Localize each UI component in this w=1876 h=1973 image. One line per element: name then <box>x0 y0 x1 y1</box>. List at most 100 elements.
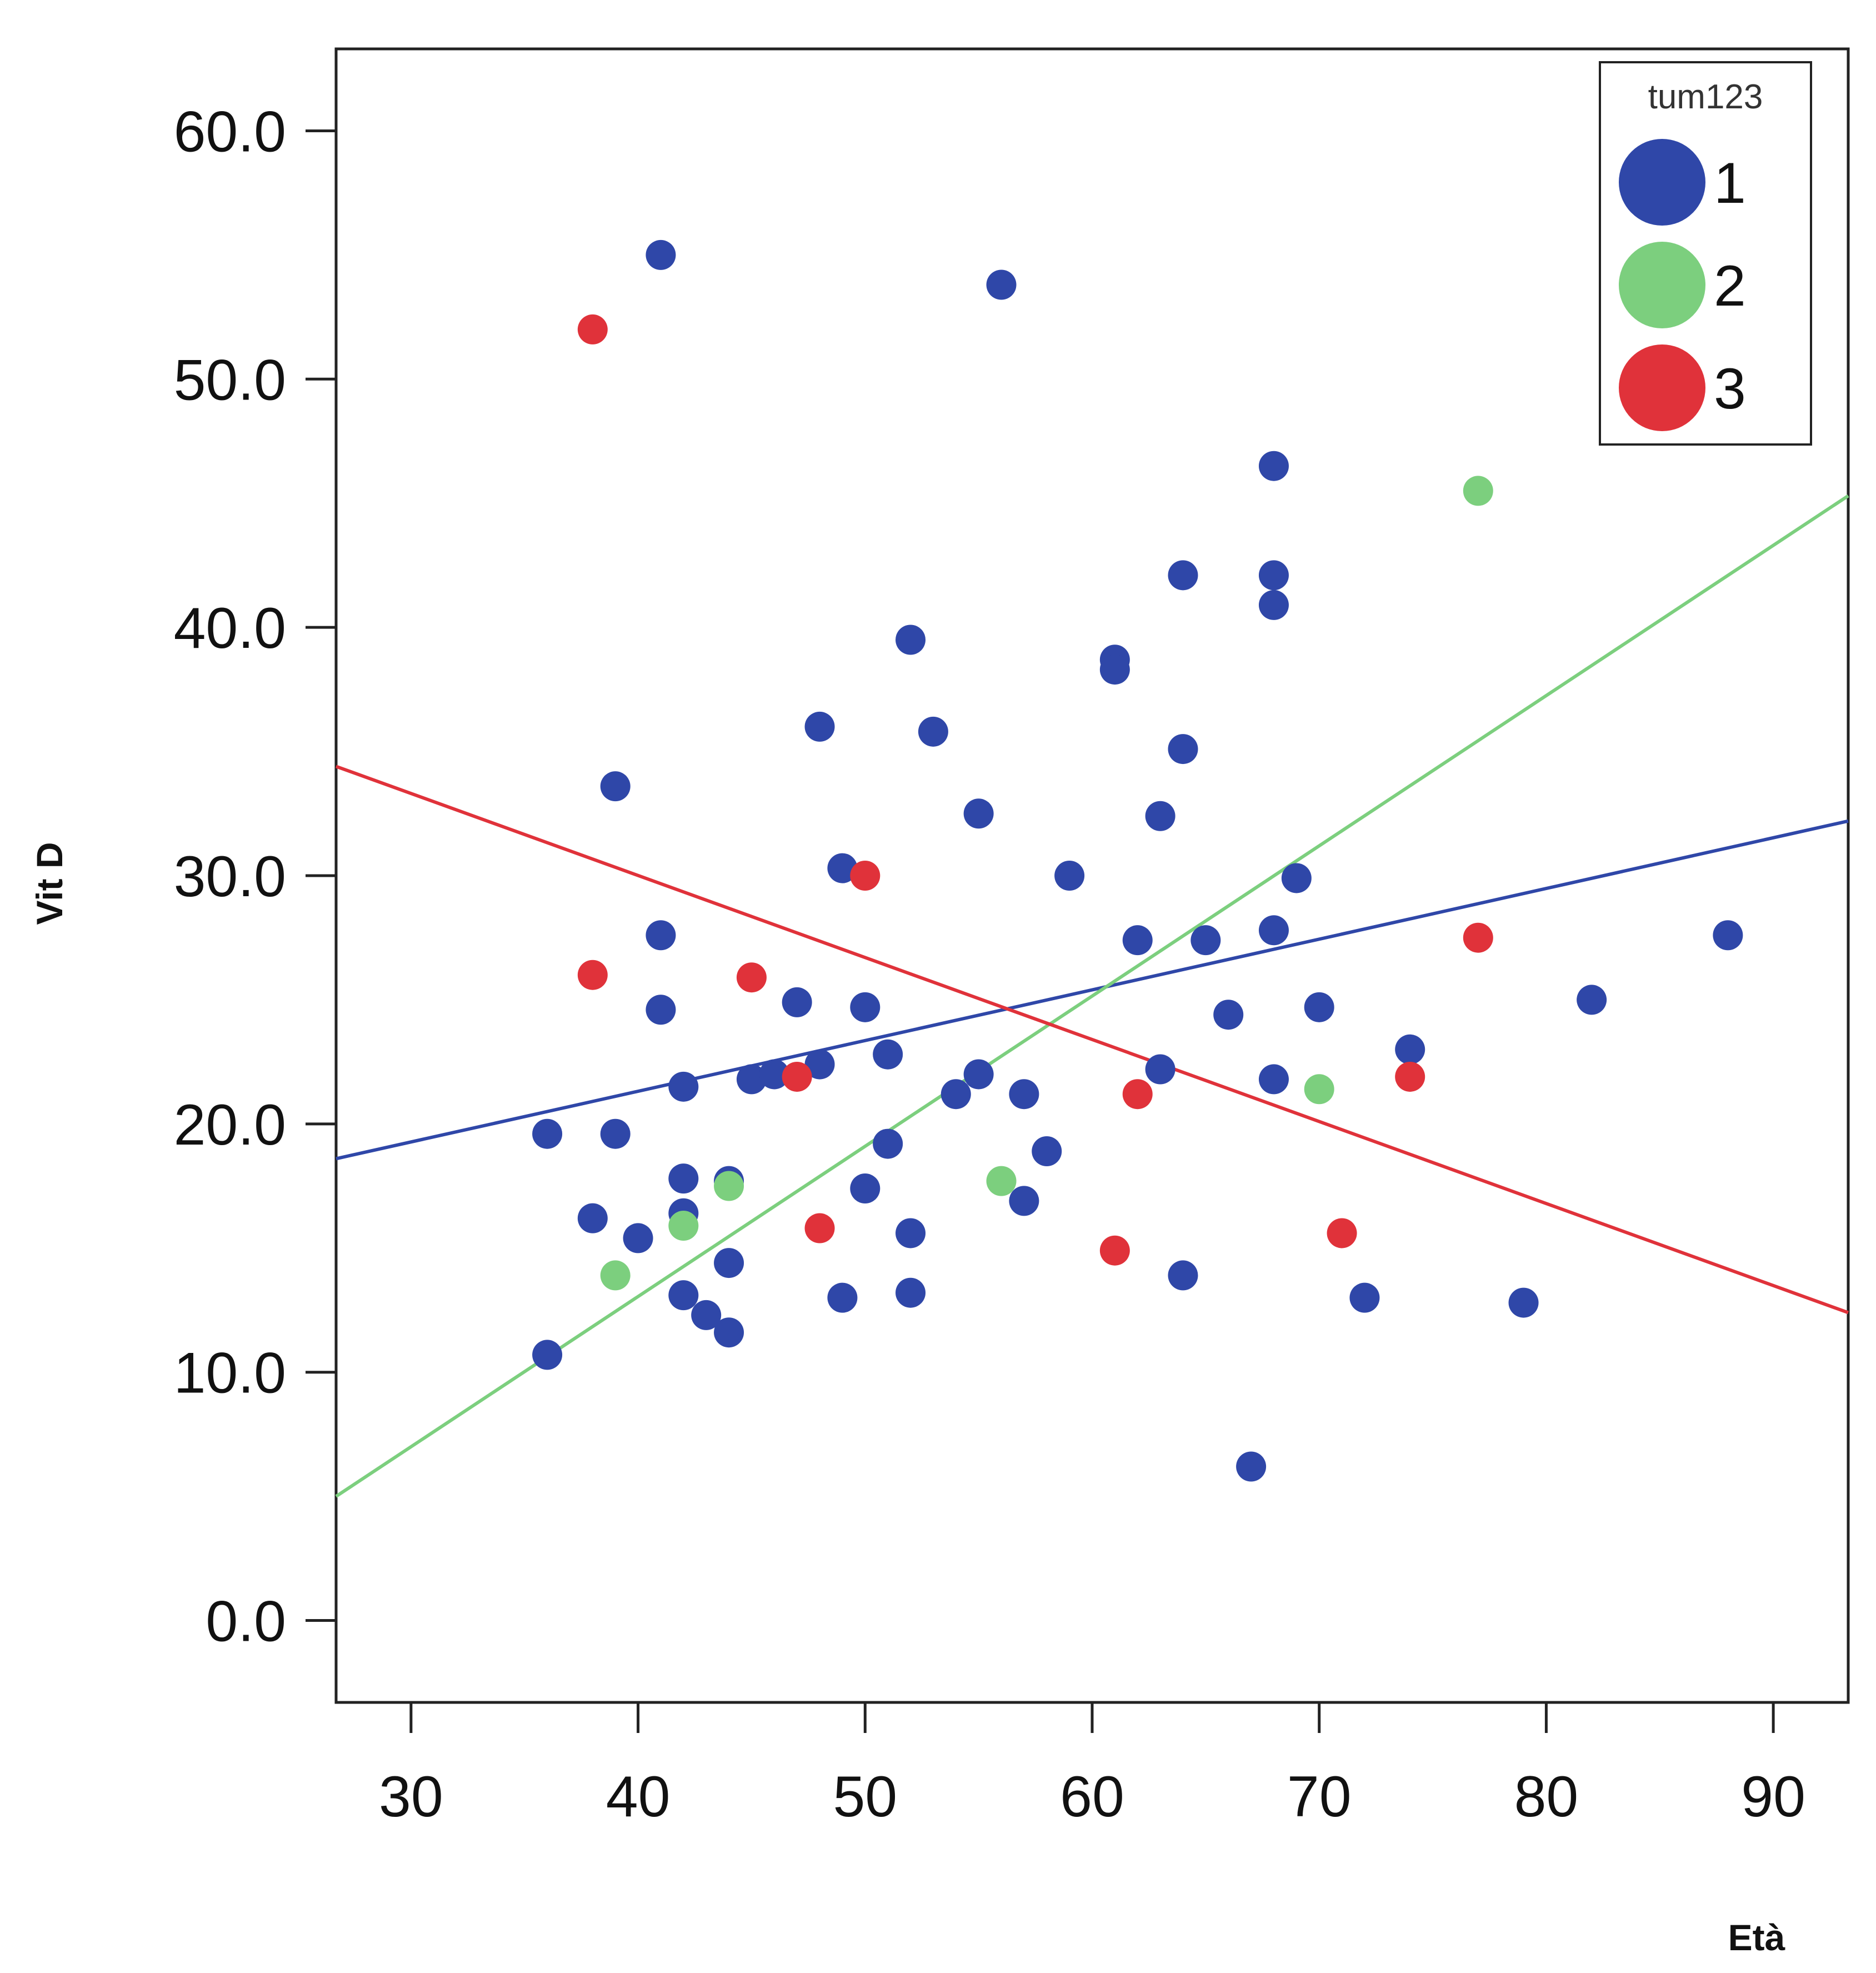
data-point-series-3 <box>577 314 608 344</box>
data-point-series-1 <box>918 716 948 747</box>
axes: 30 40 50 60 70 80 90 0.0 10.0 20.0 30.0 40.0 50.0 60.… <box>174 99 1805 1829</box>
data-point-series-1 <box>1213 1000 1244 1030</box>
data-point-series-1 <box>600 771 631 802</box>
data-point-series-2 <box>1463 476 1493 506</box>
data-point-series-1 <box>1009 1079 1039 1110</box>
data-point-series-1 <box>1168 734 1198 765</box>
data-point-series-1 <box>940 1079 971 1110</box>
data-point-series-1 <box>896 625 926 655</box>
data-point-series-1 <box>668 1280 699 1311</box>
legend: tum123 1 2 3 <box>1599 61 1812 446</box>
x-axis-title: Età <box>1728 1917 1785 1958</box>
data-point-series-1 <box>646 995 676 1025</box>
data-point-series-1 <box>714 1248 744 1278</box>
data-point-series-1 <box>623 1223 653 1253</box>
data-point-series-2 <box>600 1260 631 1291</box>
y-tick-label: 60.0 <box>174 99 286 164</box>
fit-lines <box>335 494 1849 1498</box>
x-tick-label: 60 <box>1060 1765 1124 1829</box>
data-point-series-1 <box>1258 590 1289 620</box>
legend-label-series-1: 1 <box>1714 151 1746 216</box>
legend-label-series-3: 3 <box>1714 357 1746 421</box>
data-point-series-1 <box>1713 920 1743 951</box>
data-point-series-1 <box>896 1277 926 1308</box>
legend-marker-series-1 <box>1619 139 1705 226</box>
data-point-series-1 <box>804 1049 835 1080</box>
y-tick-label: 50.0 <box>174 348 286 412</box>
data-point-series-1 <box>850 1173 881 1204</box>
x-tick-label: 70 <box>1287 1765 1352 1829</box>
y-tick-label: 40.0 <box>174 596 286 661</box>
data-point-series-1 <box>532 1340 563 1370</box>
y-tick-label: 0.0 <box>206 1590 286 1654</box>
data-point-series-1 <box>1032 1136 1062 1166</box>
data-point-series-1 <box>1281 863 1312 893</box>
y-axis-title: Vit D <box>29 842 70 925</box>
data-points <box>532 239 1743 1482</box>
legend-marker-series-2 <box>1619 242 1705 328</box>
y-tick-label: 30.0 <box>174 845 286 909</box>
data-point-series-1 <box>1099 655 1130 685</box>
data-point-series-1 <box>1508 1287 1539 1318</box>
data-point-series-1 <box>532 1118 563 1149</box>
data-point-series-1 <box>1190 925 1221 956</box>
data-point-series-1 <box>1122 925 1153 956</box>
data-point-series-1 <box>827 853 858 883</box>
data-point-series-1 <box>1145 1054 1175 1085</box>
data-point-series-2 <box>714 1171 744 1201</box>
legend-items: 1 2 3 <box>1619 139 1746 431</box>
data-point-series-1 <box>1395 1034 1425 1065</box>
fit-line-series-2 <box>335 494 1849 1498</box>
y-tick-label: 10.0 <box>174 1341 286 1406</box>
data-point-series-3 <box>850 861 881 891</box>
data-point-series-3 <box>1099 1235 1130 1266</box>
legend-marker-series-3 <box>1619 344 1705 431</box>
data-point-series-3 <box>1327 1218 1357 1248</box>
data-point-series-1 <box>1258 915 1289 946</box>
data-point-series-1 <box>1577 985 1607 1015</box>
legend-label-series-2: 2 <box>1714 254 1746 318</box>
data-point-series-1 <box>827 1282 858 1313</box>
data-point-series-1 <box>577 1203 608 1233</box>
data-point-series-3 <box>1463 922 1493 953</box>
data-point-series-1 <box>1009 1186 1039 1216</box>
data-point-series-1 <box>963 798 994 829</box>
data-point-series-1 <box>736 1064 767 1095</box>
fit-line-series-1 <box>336 819 1849 1161</box>
data-point-series-1 <box>714 1317 744 1348</box>
data-point-series-3 <box>1395 1061 1425 1092</box>
data-point-series-3 <box>736 962 767 993</box>
data-point-series-1 <box>1236 1451 1267 1482</box>
data-point-series-1 <box>668 1071 699 1102</box>
data-point-series-1 <box>691 1300 722 1330</box>
data-point-series-1 <box>804 711 835 742</box>
data-point-series-3 <box>804 1213 835 1243</box>
x-tick-label: 40 <box>606 1765 671 1829</box>
data-point-series-1 <box>1258 560 1289 591</box>
x-tick-label: 80 <box>1514 1765 1579 1829</box>
data-point-series-1 <box>1258 451 1289 481</box>
data-point-series-1 <box>600 1118 631 1149</box>
x-tick-label: 90 <box>1741 1765 1805 1829</box>
x-tick-label: 30 <box>379 1765 443 1829</box>
legend-title: tum123 <box>1648 78 1763 116</box>
data-point-series-1 <box>759 1059 789 1090</box>
data-point-series-2 <box>986 1166 1017 1196</box>
data-point-series-1 <box>963 1059 994 1090</box>
data-point-series-1 <box>1168 1260 1198 1291</box>
data-point-series-1 <box>1304 992 1334 1022</box>
data-point-series-1 <box>646 239 676 270</box>
data-point-series-1 <box>1145 801 1175 831</box>
fit-line-series-3 <box>335 765 1849 1315</box>
data-point-series-1 <box>782 987 812 1017</box>
data-point-series-3 <box>1122 1079 1153 1110</box>
data-point-series-1 <box>1168 560 1198 591</box>
data-point-series-1 <box>896 1218 926 1248</box>
data-point-series-3 <box>577 960 608 990</box>
data-point-series-3 <box>782 1061 812 1092</box>
data-point-series-1 <box>1258 1064 1289 1095</box>
data-point-series-2 <box>1304 1074 1334 1105</box>
data-point-series-1 <box>986 269 1017 300</box>
data-point-series-1 <box>1349 1282 1380 1313</box>
